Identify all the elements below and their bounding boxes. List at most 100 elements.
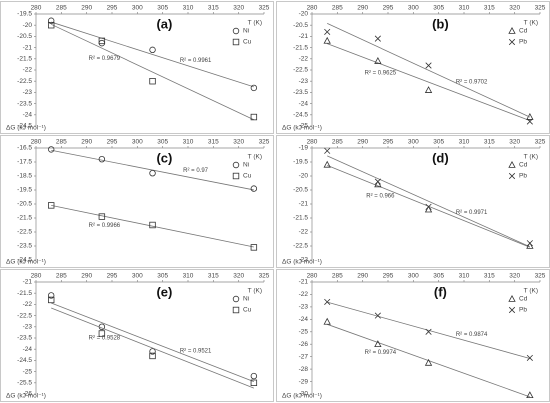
marker	[374, 180, 382, 188]
legend-marker	[232, 172, 240, 180]
marker	[48, 292, 55, 299]
y-tick-label: -16.5	[17, 145, 32, 152]
y-axis-label: ΔG (kJ mol⁻¹)	[282, 125, 322, 132]
y-tick-label: -30	[299, 391, 309, 398]
panel-border	[0, 1, 274, 134]
marker	[526, 391, 534, 399]
marker	[424, 86, 433, 93]
y-tick-label: -26	[23, 391, 33, 398]
y-tick-label: -22.5	[293, 243, 308, 250]
marker	[98, 155, 106, 163]
x-tick-label: 280	[307, 273, 318, 280]
marker	[374, 340, 382, 348]
trend-line	[51, 205, 254, 248]
y-tick-label: -20	[23, 22, 33, 29]
x-tick-label: 320	[509, 273, 520, 280]
trend-line	[51, 307, 255, 389]
panel-border	[0, 269, 274, 402]
x-tick-label: 290	[357, 5, 368, 12]
marker	[48, 146, 55, 153]
y-axis-label: ΔG (kJ mol⁻¹)	[6, 393, 46, 400]
x-tick-label: 325	[535, 139, 546, 146]
x-axis-label: T (K)	[248, 288, 262, 295]
marker	[424, 358, 433, 366]
marker	[526, 240, 533, 247]
legend-label: Ni	[243, 162, 249, 169]
r-squared: R² = 0.97	[183, 168, 209, 174]
x-tick-label: 280	[31, 273, 42, 280]
x-axis-label: T (K)	[524, 20, 538, 27]
y-tick-label: -19.5	[293, 159, 308, 166]
y-tick-label: -22.5	[17, 78, 32, 85]
x-tick-label: 315	[484, 5, 495, 12]
y-tick-label: -22	[23, 67, 33, 74]
y-tick-label: -23.5	[17, 100, 32, 107]
y-tick-label: -20.5	[293, 187, 308, 194]
y-tick-label: -20.5	[17, 33, 32, 40]
legend-marker	[508, 26, 516, 34]
x-tick-label: 325	[535, 5, 546, 12]
r-squared: R² = 0.9974	[365, 350, 397, 356]
marker	[374, 312, 381, 319]
legend-label: Cd	[519, 28, 528, 35]
trend-line	[327, 23, 531, 118]
y-tick-label: -29	[299, 378, 309, 385]
r-squared: R² = 0.966	[366, 193, 395, 199]
marker	[250, 372, 258, 380]
x-axis-label: T (K)	[524, 154, 538, 161]
marker	[424, 205, 433, 213]
x-tick-label: 320	[509, 139, 520, 146]
marker	[323, 317, 331, 325]
y-tick-label: -21.5	[17, 56, 32, 63]
panel: 280 285 290 295 300 305 310 315 320 325 -21 -21.5 -2…	[0, 269, 274, 402]
legend-marker	[232, 306, 240, 314]
y-tick-label: -28	[299, 366, 309, 373]
y-tick-label: -24.5	[293, 112, 308, 119]
x-tick-label: 325	[259, 5, 270, 12]
marker	[48, 202, 55, 209]
marker	[250, 244, 258, 251]
y-tick-label: -25	[23, 368, 33, 375]
y-tick-label: -25	[299, 123, 309, 130]
x-tick-label: 310	[459, 273, 470, 280]
y-tick-label: -24	[299, 316, 309, 323]
marker	[425, 328, 432, 335]
x-tick-label: 315	[208, 273, 219, 280]
marker	[250, 185, 258, 192]
x-tick-label: 290	[357, 273, 368, 280]
y-tick-label: -25	[299, 328, 309, 335]
y-tick-label: -21	[23, 44, 33, 51]
x-tick-label: 280	[307, 139, 318, 146]
marker	[149, 78, 156, 85]
y-tick-label: -24	[23, 112, 33, 119]
y-tick-label: -18.5	[17, 173, 32, 180]
marker	[526, 354, 533, 361]
marker	[250, 113, 258, 121]
legend-label: Cu	[243, 173, 252, 180]
x-tick-label: 290	[81, 139, 92, 146]
legend-marker	[508, 38, 516, 46]
y-tick-label: -24.5	[17, 257, 32, 264]
y-tick-label: -22	[299, 291, 309, 298]
legend-marker	[508, 306, 516, 314]
legend-marker	[232, 27, 240, 35]
x-tick-label: 290	[81, 273, 92, 280]
x-tick-label: 285	[332, 273, 343, 280]
trend-line	[327, 323, 531, 398]
y-tick-label: -23	[299, 78, 309, 85]
trend-line	[327, 155, 531, 248]
legend-marker	[232, 38, 240, 46]
x-tick-label: 310	[459, 139, 470, 146]
y-tick-label: -19.5	[17, 11, 32, 18]
marker	[324, 298, 331, 305]
r-squared: R² = 0.9528	[89, 336, 121, 342]
marker	[149, 46, 156, 54]
marker	[425, 62, 432, 69]
r-squared: R² = 0.9966	[89, 223, 121, 229]
x-tick-label: 300	[408, 273, 419, 280]
r-squared: R² = 0.9961	[180, 58, 212, 64]
x-tick-label: 310	[183, 273, 194, 280]
marker	[374, 178, 381, 185]
x-tick-label: 315	[208, 5, 219, 12]
